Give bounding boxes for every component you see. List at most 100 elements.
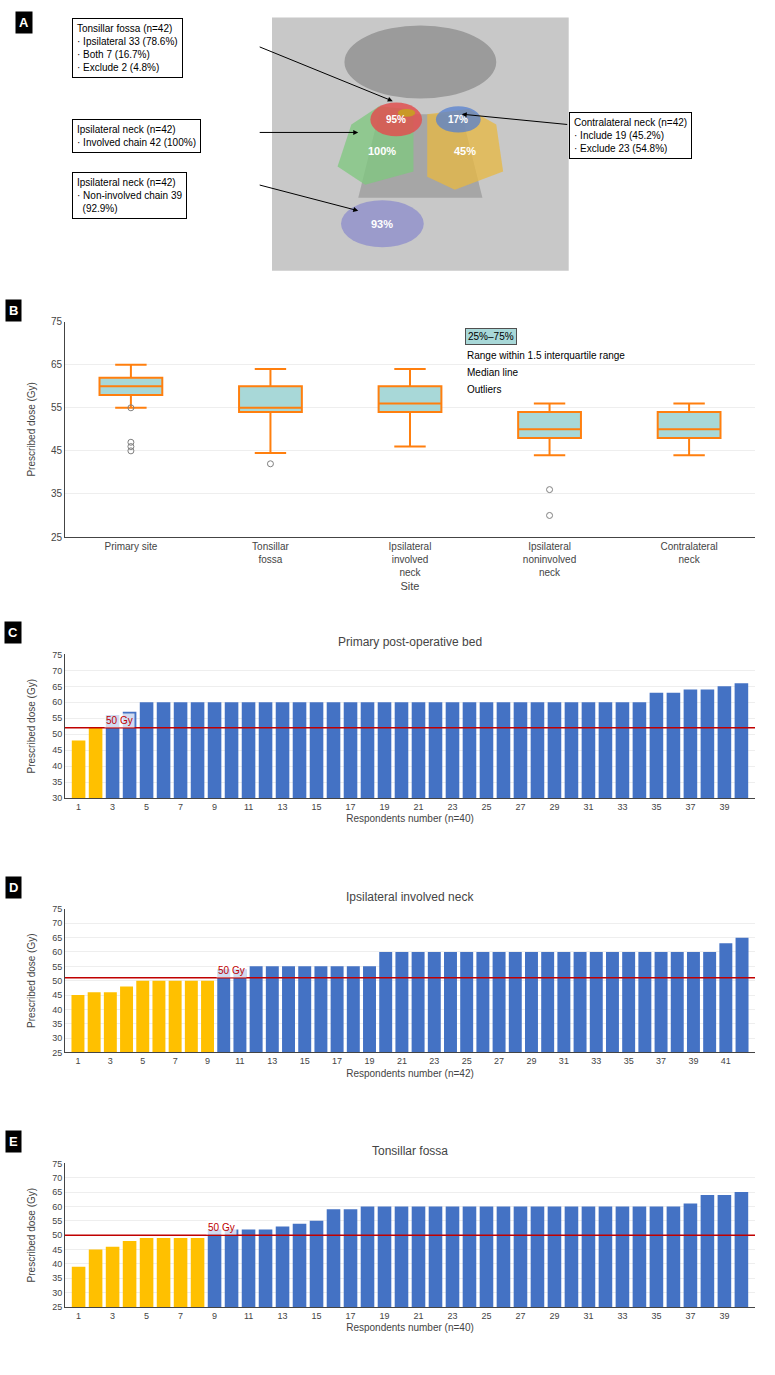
svg-text:31: 31 bbox=[583, 802, 593, 812]
svg-text:41: 41 bbox=[721, 1056, 731, 1066]
svg-text:Primary post-operative bed: Primary post-operative bed bbox=[338, 635, 482, 649]
svg-text:35: 35 bbox=[51, 488, 63, 499]
svg-text:A: A bbox=[19, 15, 29, 30]
svg-text:70: 70 bbox=[52, 1173, 62, 1183]
svg-text:7: 7 bbox=[178, 1311, 183, 1321]
svg-text:55: 55 bbox=[52, 961, 62, 971]
svg-text:60: 60 bbox=[52, 1202, 62, 1212]
svg-text:Ipsilateralinvolvedneck: Ipsilateralinvolvedneck bbox=[389, 541, 432, 578]
svg-text:9: 9 bbox=[205, 1056, 210, 1066]
svg-text:60: 60 bbox=[52, 947, 62, 957]
svg-text:65: 65 bbox=[51, 359, 63, 370]
svg-text:39: 39 bbox=[719, 802, 729, 812]
svg-text:50: 50 bbox=[52, 976, 62, 986]
svg-text:31: 31 bbox=[583, 1311, 593, 1321]
svg-text:1: 1 bbox=[76, 1311, 81, 1321]
svg-text:11: 11 bbox=[235, 1056, 244, 1066]
svg-text:Tonsillar fossa: Tonsillar fossa bbox=[372, 1144, 448, 1158]
svg-text:13: 13 bbox=[278, 802, 288, 812]
svg-text:27: 27 bbox=[515, 802, 525, 812]
svg-text:7: 7 bbox=[178, 802, 183, 812]
svg-text:23: 23 bbox=[447, 802, 457, 812]
svg-text:65: 65 bbox=[52, 933, 62, 943]
svg-text:33: 33 bbox=[617, 802, 627, 812]
svg-text:75: 75 bbox=[52, 904, 62, 914]
svg-text:65: 65 bbox=[52, 1187, 62, 1197]
svg-text:Respondents number (n=42): Respondents number (n=42) bbox=[346, 1068, 474, 1079]
svg-text:19: 19 bbox=[380, 802, 390, 812]
svg-text:35: 35 bbox=[651, 1311, 661, 1321]
svg-text:5: 5 bbox=[144, 1311, 149, 1321]
svg-text:30: 30 bbox=[52, 1288, 62, 1298]
svg-text:50: 50 bbox=[52, 1230, 62, 1240]
svg-text:1: 1 bbox=[76, 802, 81, 812]
svg-text:Prescribed dose (Gy): Prescribed dose (Gy) bbox=[26, 679, 37, 773]
svg-text:5: 5 bbox=[140, 1056, 145, 1066]
svg-text:50 Gy: 50 Gy bbox=[106, 715, 133, 726]
svg-text:75: 75 bbox=[52, 650, 62, 660]
svg-text:17%: 17% bbox=[448, 114, 468, 125]
svg-text:Ipsilateralnoninvolvedneck: Ipsilateralnoninvolvedneck bbox=[523, 541, 576, 578]
svg-text:25: 25 bbox=[51, 532, 63, 543]
svg-text:35: 35 bbox=[52, 1019, 62, 1029]
svg-text:39: 39 bbox=[719, 1311, 729, 1321]
svg-text:9: 9 bbox=[212, 802, 217, 812]
svg-text:35: 35 bbox=[624, 1056, 634, 1066]
svg-text:Ipsilateral involved neck: Ipsilateral involved neck bbox=[346, 890, 474, 904]
svg-text:15: 15 bbox=[312, 1311, 322, 1321]
svg-text:37: 37 bbox=[685, 802, 695, 812]
svg-text:Contralateral neck (n=42)· Inc: Contralateral neck (n=42)· Include 19 (4… bbox=[574, 117, 687, 154]
svg-text:70: 70 bbox=[52, 666, 62, 676]
svg-text:25: 25 bbox=[462, 1056, 472, 1066]
svg-text:9: 9 bbox=[212, 1311, 217, 1321]
svg-text:15: 15 bbox=[300, 1056, 310, 1066]
svg-text:33: 33 bbox=[617, 1311, 627, 1321]
svg-text:19: 19 bbox=[380, 1311, 390, 1321]
svg-text:Range within 1.5 interquartile: Range within 1.5 interquartile range bbox=[467, 350, 625, 361]
svg-text:60: 60 bbox=[52, 697, 62, 707]
svg-text:45: 45 bbox=[52, 745, 62, 755]
svg-text:65: 65 bbox=[52, 682, 62, 692]
svg-text:75: 75 bbox=[52, 1159, 62, 1169]
svg-text:Respondents number (n=40): Respondents number (n=40) bbox=[346, 1322, 474, 1333]
svg-text:Prescribed dose (Gy): Prescribed dose (Gy) bbox=[26, 382, 37, 476]
svg-text:17: 17 bbox=[346, 1311, 356, 1321]
svg-text:40: 40 bbox=[52, 1259, 62, 1269]
svg-text:Contralateralneck: Contralateralneck bbox=[660, 541, 717, 565]
svg-text:55: 55 bbox=[52, 713, 62, 723]
svg-text:B: B bbox=[9, 303, 18, 318]
svg-text:Outliers: Outliers bbox=[467, 384, 501, 395]
svg-text:25: 25 bbox=[52, 1302, 62, 1312]
svg-text:13: 13 bbox=[278, 1311, 288, 1321]
svg-text:C: C bbox=[8, 625, 18, 640]
svg-text:70: 70 bbox=[52, 918, 62, 928]
svg-text:35: 35 bbox=[651, 802, 661, 812]
svg-text:50 Gy: 50 Gy bbox=[218, 965, 245, 976]
svg-text:40: 40 bbox=[52, 761, 62, 771]
svg-text:35: 35 bbox=[52, 777, 62, 787]
svg-text:Prescribed dose (Gy): Prescribed dose (Gy) bbox=[26, 1188, 37, 1282]
svg-text:50 Gy: 50 Gy bbox=[208, 1222, 235, 1233]
svg-text:Ipsilateral neck (n=42)· Non-i: Ipsilateral neck (n=42)· Non-involved ch… bbox=[77, 177, 182, 214]
svg-text:Prescribed dose (Gy): Prescribed dose (Gy) bbox=[26, 933, 37, 1027]
svg-text:1: 1 bbox=[75, 1056, 80, 1066]
svg-text:40: 40 bbox=[52, 1005, 62, 1015]
svg-text:35: 35 bbox=[52, 1273, 62, 1283]
svg-text:50: 50 bbox=[52, 729, 62, 739]
svg-text:Primary site: Primary site bbox=[105, 541, 158, 552]
svg-text:45%: 45% bbox=[454, 145, 476, 157]
svg-text:21: 21 bbox=[413, 1311, 423, 1321]
svg-text:5: 5 bbox=[144, 802, 149, 812]
svg-text:29: 29 bbox=[549, 802, 559, 812]
svg-text:33: 33 bbox=[591, 1056, 601, 1066]
svg-text:29: 29 bbox=[526, 1056, 536, 1066]
svg-text:Median line: Median line bbox=[467, 367, 519, 378]
svg-text:17: 17 bbox=[332, 1056, 342, 1066]
svg-text:Ipsilateral neck (n=42)· Invol: Ipsilateral neck (n=42)· Involved chain … bbox=[77, 124, 196, 148]
svg-text:3: 3 bbox=[110, 1311, 115, 1321]
svg-text:45: 45 bbox=[52, 1245, 62, 1255]
svg-text:30: 30 bbox=[52, 1033, 62, 1043]
svg-text:31: 31 bbox=[559, 1056, 569, 1066]
svg-text:E: E bbox=[9, 1134, 18, 1149]
svg-text:27: 27 bbox=[515, 1311, 525, 1321]
